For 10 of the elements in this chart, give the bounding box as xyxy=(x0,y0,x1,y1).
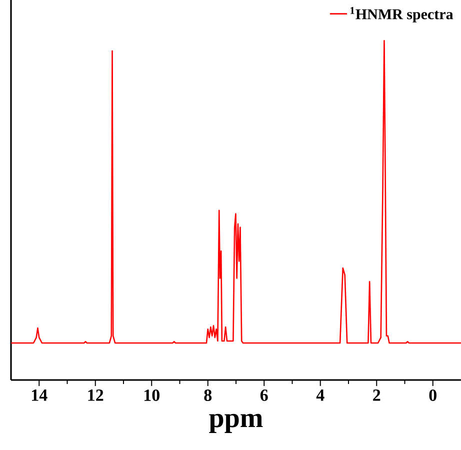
x-tick-label: 14 xyxy=(32,390,48,401)
x-tick-label: 6 xyxy=(260,390,268,401)
x-tick-label: 10 xyxy=(144,390,160,401)
legend-label: $^{1}$HNMR spectra xyxy=(350,6,454,22)
x-tick-label: 2 xyxy=(373,390,380,401)
x-tick-label: 4 xyxy=(316,390,324,401)
x-tick-label: 12 xyxy=(88,390,104,401)
x-tick-label: 0 xyxy=(429,390,436,401)
x-tick-label: 8 xyxy=(204,390,212,401)
x-axis-title: ppm xyxy=(209,414,263,434)
